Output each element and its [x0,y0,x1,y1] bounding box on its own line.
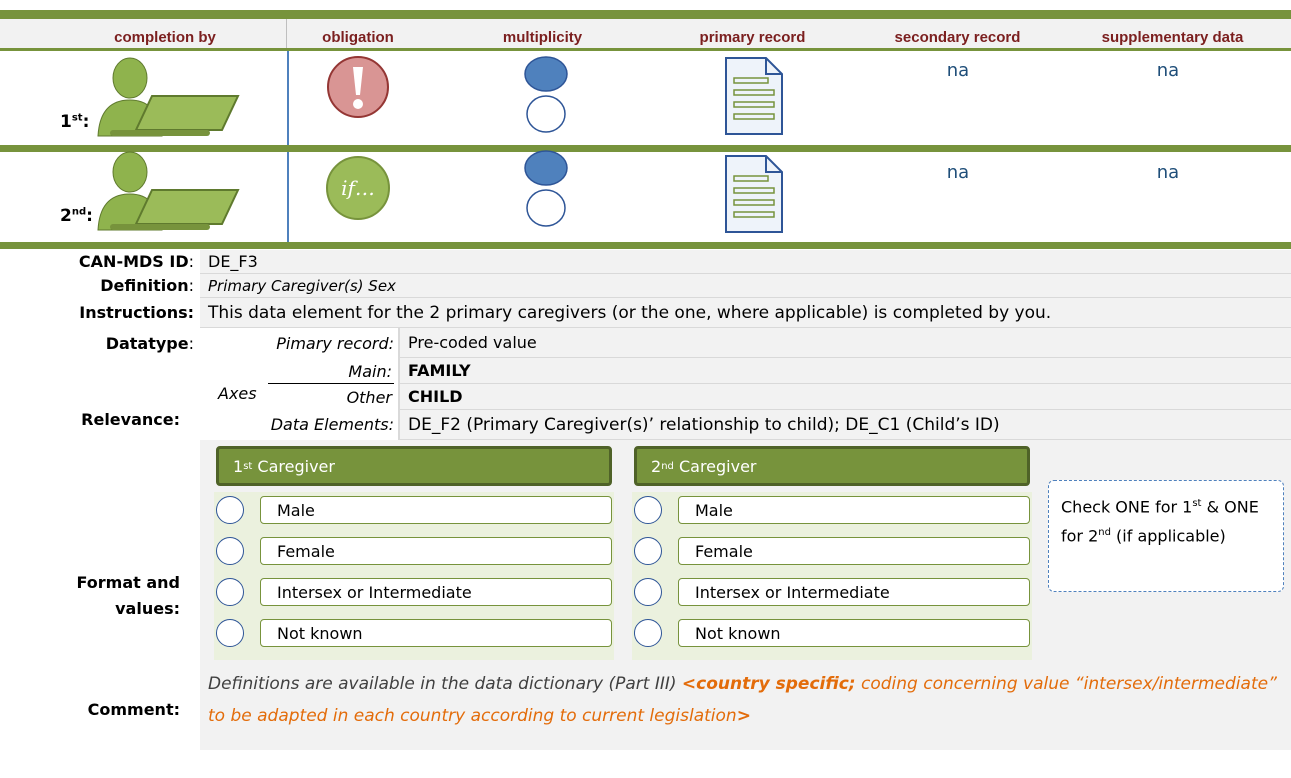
option-label: Male [678,496,1030,524]
sub-label: Axes [218,384,257,403]
field-value: Primary Caregiver(s) Sex [200,274,1291,298]
field-label: Relevance: [81,410,180,429]
supplementary-data: na [1156,60,1180,81]
sub-label: Data Elements: [270,415,394,434]
column-header: multiplicity [502,29,583,46]
field-value: DE_F3 [200,250,1291,274]
field-label: Definition: [100,276,194,295]
obligation-icon [327,56,389,118]
option-label: Intersex or Intermediate [260,578,612,606]
multiplicity-icon [524,150,568,227]
ordinal: 2nd: [60,206,93,226]
header-row [0,19,1291,48]
option-label: Female [678,537,1030,565]
radio-button [216,619,244,647]
document-icon [725,155,783,233]
secondary-record: na [946,162,970,183]
field-label: Datatype: [105,334,194,353]
divider [287,51,289,145]
person-icon [97,57,240,137]
radio-button [634,496,662,524]
field-value: DE_F2 (Primary Caregiver(s)’ relationshi… [400,410,1291,440]
column-header: obligation [322,29,394,46]
field-value: CHILD [400,384,1291,410]
option-label: Female [260,537,612,565]
radio-button [216,496,244,524]
divider [0,242,1291,249]
column-header: completion by [114,29,216,46]
sub-label: Pimary record: [276,334,394,353]
field-label: CAN-MDS ID: [78,252,194,271]
radio-button [634,619,662,647]
radio-button [216,537,244,565]
column-header: primary record [699,29,806,46]
column-header: supplementary data [1101,29,1244,46]
top-bar [0,10,1291,19]
field-value: FAMILY [400,358,1291,384]
option-label: Male [260,496,612,524]
field-label: Format and values: [76,573,181,618]
person-icon [97,151,240,231]
column-header: secondary record [894,29,1021,46]
document-icon [725,57,783,135]
field-label: Instructions: [79,303,194,322]
note-box: Check ONE for 1st & ONE for 2nd (if appl… [1048,480,1284,592]
axes-line [268,383,394,384]
option-label: Intersex or Intermediate [678,578,1030,606]
radio-button [216,578,244,606]
radio-button [634,537,662,565]
field-label: Comment: [87,700,180,719]
divider [286,19,287,48]
supplementary-data: na [1156,162,1180,183]
multiplicity-icon [524,56,568,133]
obligation-icon: if… [326,156,390,220]
option-label: Not known [260,619,612,647]
divider [0,48,1291,51]
divider [287,152,289,242]
radio-button [634,578,662,606]
sub-label: Other [346,388,392,407]
field-value: Pre-coded value [400,328,1291,358]
divider [0,145,1291,152]
field-value: This data element for the 2 primary care… [200,298,1291,328]
divider [398,328,400,440]
secondary-record: na [946,60,970,81]
option-label: Not known [678,619,1030,647]
sub-label: Main: [348,362,392,381]
ordinal: 1st: [60,112,90,132]
comment-text: Definitions are available in the data di… [200,662,1291,750]
